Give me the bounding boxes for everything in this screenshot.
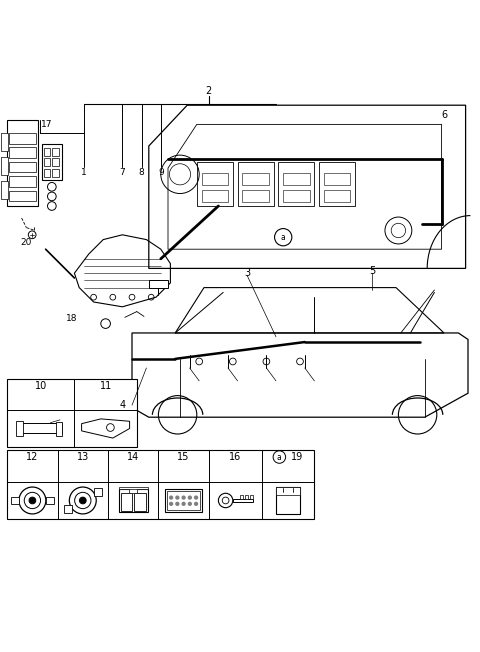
Circle shape [29,497,36,504]
Text: 17: 17 [41,120,52,129]
Bar [238,162,274,205]
Text: 5: 5 [369,266,375,276]
Bar [165,490,202,512]
Bar [44,158,50,166]
Bar [16,421,23,436]
Bar [168,492,200,510]
Text: 19: 19 [290,452,303,462]
Text: 2: 2 [205,86,212,96]
Bar [121,494,132,511]
Bar [276,487,300,514]
Text: 8: 8 [139,168,144,177]
Bar [52,158,59,166]
Bar [283,190,310,201]
Bar [119,486,148,490]
Bar [1,181,8,199]
Circle shape [182,496,185,499]
Bar [9,162,36,172]
Circle shape [188,496,191,499]
Bar [202,190,228,201]
Text: 15: 15 [178,452,190,462]
Circle shape [195,503,198,505]
Bar [278,162,314,205]
Text: 14: 14 [127,452,139,462]
Bar [283,488,293,492]
Bar [9,176,36,187]
Bar [9,133,36,143]
Bar [7,379,137,447]
Circle shape [176,503,179,505]
Bar [46,497,54,504]
Bar [1,156,8,175]
Bar [44,148,50,156]
Bar [134,494,146,511]
Text: 3: 3 [244,268,250,278]
Text: a: a [281,233,286,242]
Text: 6: 6 [441,110,447,120]
Bar [319,162,355,205]
Bar [44,169,50,177]
Circle shape [176,496,179,499]
Bar [94,488,102,496]
Text: 7: 7 [120,168,125,177]
Bar [149,280,168,288]
Bar [9,190,36,201]
Circle shape [195,496,198,499]
Bar [7,119,38,206]
Bar [52,148,59,156]
Bar [1,132,8,151]
Bar [119,490,148,512]
Bar [42,143,62,179]
Text: 16: 16 [229,452,241,462]
Text: a: a [277,452,282,462]
Bar [197,162,233,205]
Text: 1: 1 [81,168,87,177]
Bar [250,496,253,499]
Bar [64,505,72,513]
Circle shape [182,503,185,505]
Text: 18: 18 [66,314,78,323]
Bar [56,422,62,436]
Bar [9,147,36,158]
Bar [276,487,300,495]
Bar [130,488,137,494]
Text: 13: 13 [77,452,89,462]
Bar [245,496,248,499]
Bar [19,422,62,434]
Text: 9: 9 [158,168,164,177]
Text: 12: 12 [26,452,38,462]
Circle shape [188,503,191,505]
Circle shape [170,496,173,499]
Bar [324,190,350,201]
Bar [242,190,269,201]
Bar [283,173,310,185]
Bar [7,450,314,519]
Bar [202,173,228,185]
Text: 10: 10 [35,381,47,391]
Bar [240,496,243,499]
Bar [233,499,253,503]
Bar [52,169,59,177]
Text: 11: 11 [99,381,112,391]
Bar [12,497,19,504]
Text: 4: 4 [120,400,125,410]
Circle shape [170,503,173,505]
Bar [324,173,350,185]
Text: 20: 20 [21,237,32,246]
Bar [242,173,269,185]
Circle shape [79,497,86,504]
